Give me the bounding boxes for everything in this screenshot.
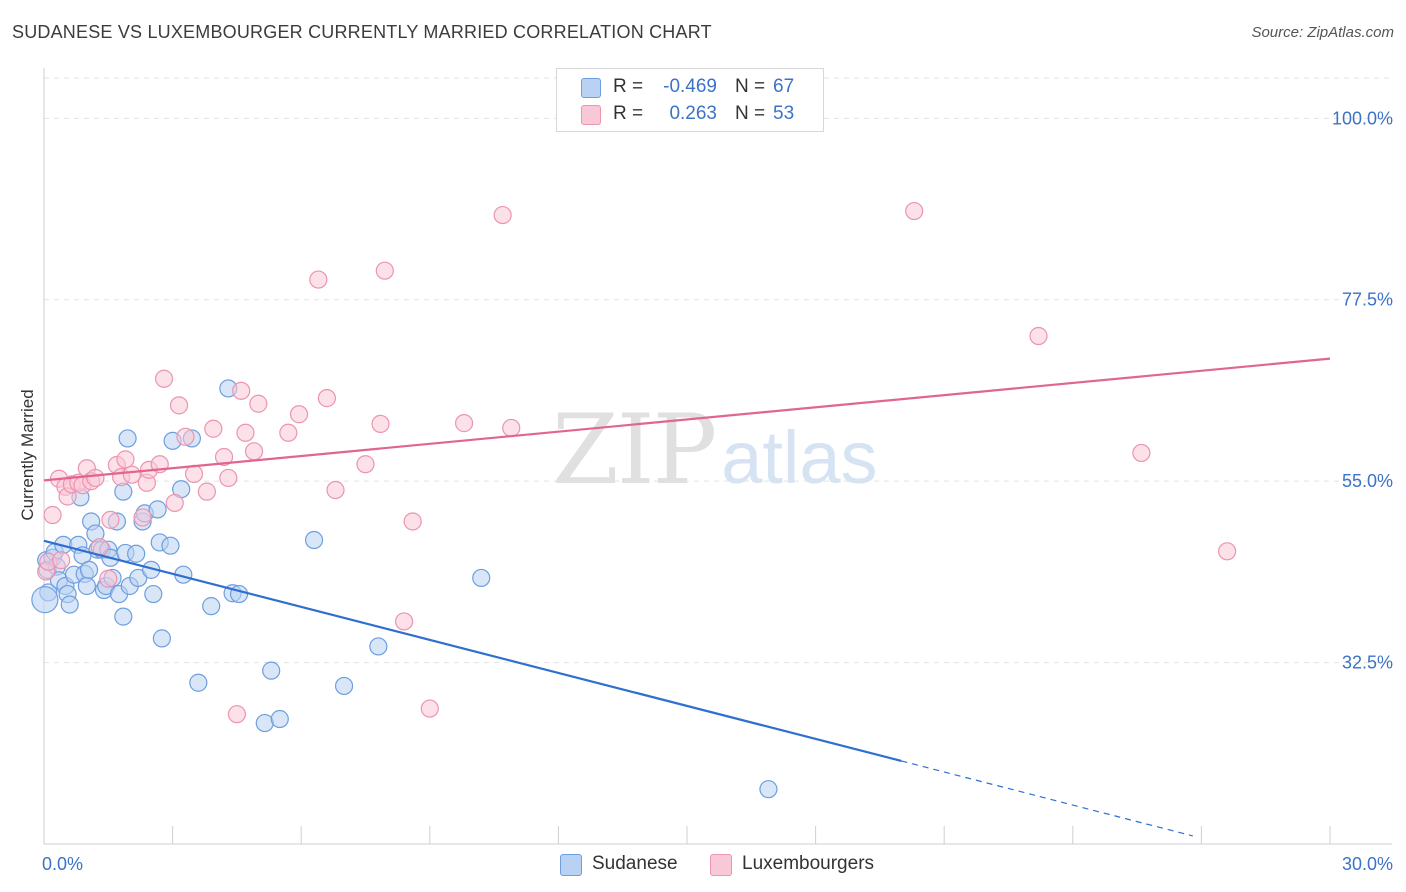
sudanese-point <box>472 568 491 588</box>
sudanese-point <box>144 584 163 604</box>
sudanese-point <box>127 544 146 563</box>
luxembourgers-point <box>493 205 512 225</box>
luxembourgers-point <box>249 394 268 413</box>
luxembourgers-point <box>420 699 439 718</box>
luxembourgers-point <box>371 414 390 434</box>
luxembourgers-point <box>52 551 71 570</box>
sudanese-point <box>334 676 354 696</box>
sudanese-point <box>202 597 221 616</box>
sudanese-point <box>161 536 180 555</box>
chart-title: SUDANESE VS LUXEMBOURGER CURRENTLY MARRI… <box>12 22 712 42</box>
luxembourgers-point <box>214 447 234 467</box>
luxembourgers-point <box>279 423 298 442</box>
luxembourgers-point <box>1132 443 1151 463</box>
luxembourgers-point <box>86 468 105 488</box>
x-tick-label: 0.0% <box>42 854 83 874</box>
sudanese-point <box>189 673 208 692</box>
luxembourgers-point <box>227 705 246 724</box>
sudanese-point <box>129 568 148 588</box>
luxembourgers-point <box>122 465 141 484</box>
sudanese-point <box>759 780 778 799</box>
luxembourgers-point <box>403 512 422 531</box>
luxembourgers-point <box>356 455 375 474</box>
watermark-atlas: atlas <box>721 416 878 499</box>
luxembourgers-swatch <box>581 105 601 125</box>
luxembourgers-point <box>165 493 184 513</box>
luxembourgers-point <box>236 423 255 442</box>
luxembourgers-point <box>317 389 337 408</box>
luxembourgers-point <box>309 270 328 289</box>
sudanese-trendline-extension <box>901 760 1193 837</box>
r-value: 0.263 <box>669 103 717 124</box>
stats-row-sudanese: R = -0.469 N = 67 <box>557 74 823 100</box>
luxembourgers-point <box>232 381 251 400</box>
sudanese-point <box>369 637 388 656</box>
r-label: R = <box>613 103 644 124</box>
luxembourgers-point <box>101 510 120 529</box>
source-credit: Source: ZipAtlas.com <box>1251 24 1394 41</box>
r-value: -0.469 <box>663 76 717 97</box>
luxembourgers-point <box>204 419 223 438</box>
luxembourgers-point <box>116 450 135 469</box>
y-tick-label: 77.5% <box>1342 290 1393 310</box>
sudanese-legend-swatch <box>560 854 582 876</box>
luxembourgers-point <box>1218 542 1237 561</box>
luxembourgers-point <box>154 369 174 388</box>
sudanese-trendline <box>43 539 902 763</box>
sudanese-point <box>60 595 79 614</box>
legend-label: Luxembourgers <box>742 853 875 874</box>
luxembourgers-point <box>289 405 309 424</box>
watermark: ZIPatlas <box>552 402 878 499</box>
luxembourgers-legend-swatch <box>710 854 732 876</box>
luxembourgers-point <box>1029 326 1048 346</box>
luxembourgers-point <box>99 569 118 588</box>
luxembourgers-point <box>169 396 189 415</box>
luxembourgers-point <box>244 442 264 461</box>
sudanese-point <box>114 607 133 626</box>
sudanese-swatch <box>581 78 601 98</box>
sudanese-point <box>255 713 274 733</box>
y-tick-label: 100.0% <box>1332 108 1393 128</box>
sudanese-point <box>31 586 59 614</box>
sudanese-point <box>77 576 96 596</box>
luxembourgers-point <box>219 468 238 488</box>
luxembourgers-point <box>375 261 394 280</box>
y-tick-label: 55.0% <box>1342 471 1393 491</box>
luxembourgers-point <box>394 612 414 631</box>
n-value: 53 <box>773 103 795 124</box>
sudanese-point <box>304 530 324 550</box>
n-label: N = <box>735 103 766 124</box>
luxembourgers-point <box>133 508 152 527</box>
series-legend: Sudanese Luxembourgers <box>0 852 1406 878</box>
y-tick-label: 32.5% <box>1342 653 1393 673</box>
sudanese-point <box>270 709 289 729</box>
sudanese-point <box>152 629 171 648</box>
x-tick-label: 30.0% <box>1342 854 1393 874</box>
luxembourgers-point <box>176 427 195 446</box>
luxembourgers-point <box>454 414 474 433</box>
sudanese-point <box>79 560 99 579</box>
n-label: N = <box>735 76 766 97</box>
sudanese-point <box>262 661 281 680</box>
luxembourgers-point <box>905 201 924 221</box>
legend-label: Sudanese <box>592 853 678 874</box>
r-label: R = <box>613 76 644 97</box>
luxembourgers-trendline <box>43 357 1331 482</box>
stats-row-luxembourgers: R = 0.263 N = 53 <box>557 101 823 127</box>
luxembourgers-point <box>502 418 521 438</box>
n-value: 67 <box>773 76 795 97</box>
sudanese-point <box>229 584 249 604</box>
luxembourgers-point <box>326 480 345 500</box>
sudanese-point <box>118 429 137 448</box>
luxembourgers-point <box>184 464 204 484</box>
luxembourgers-point <box>197 482 216 501</box>
luxembourgers-point <box>43 505 62 525</box>
watermark-zip: ZIP <box>552 394 717 506</box>
y-axis-label: Currently Married <box>18 389 37 521</box>
sudanese-point <box>148 500 167 519</box>
stats-legend: R = -0.469 N = 67 R = 0.263 N = 53 <box>556 68 824 132</box>
